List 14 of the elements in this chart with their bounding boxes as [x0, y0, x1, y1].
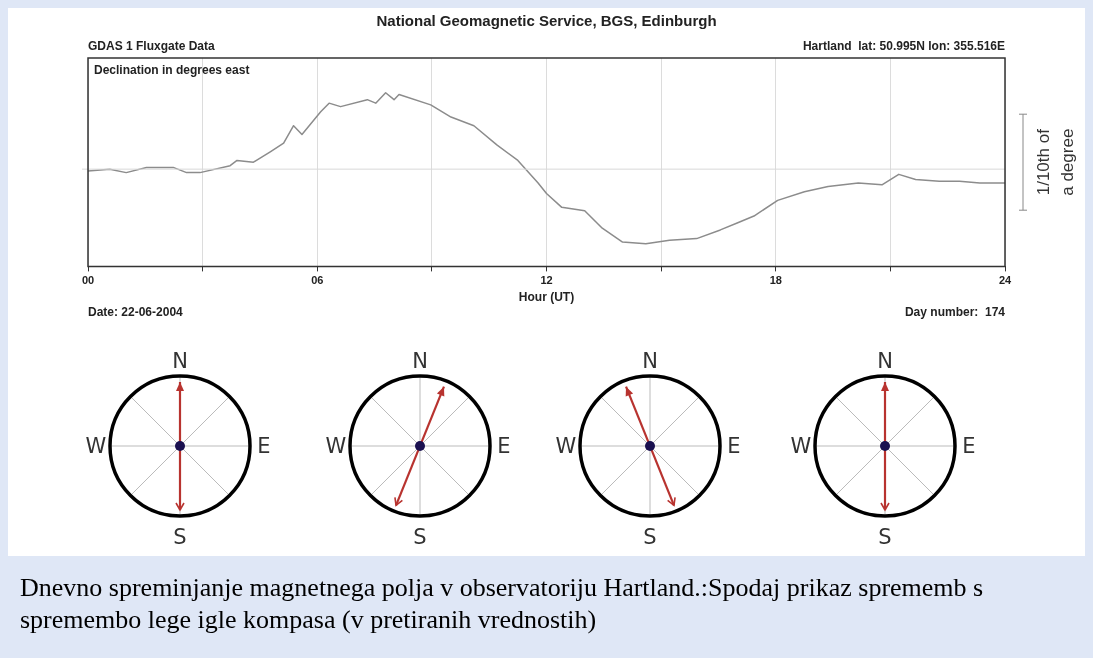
y-axis-title: 1/10th of a degree — [1034, 128, 1077, 196]
chart-subtitle: GDAS 1 Fluxgate Data — [88, 39, 216, 53]
text: Day number: 174 — [904, 305, 1006, 320]
text: Date: 22-06-2004 — [88, 305, 184, 320]
chart-title: National Geomagnetic Service, BGS, Edinburgh — [376, 12, 717, 29]
x-axis-title: Hour (UT) — [518, 290, 575, 305]
text: Dnevno spreminjanje magnetnega polja v observatoriju Hartland.:Spodaj prikaz sprememb s spremembo lege igle kompasa (v pretiranih vrednostih) — [20, 572, 985, 636]
x-tick-label: 18 — [769, 274, 782, 287]
x-tick-label: 24 — [998, 274, 1012, 287]
x-tick-label: 06 — [311, 274, 324, 287]
x-tick-label: 00 — [81, 274, 95, 287]
text: Hartland lat: 50.995N lon: 355.516E — [802, 39, 1005, 53]
x-tick-label: 12 — [540, 274, 553, 287]
text: Declination in degrees east — [94, 63, 250, 77]
